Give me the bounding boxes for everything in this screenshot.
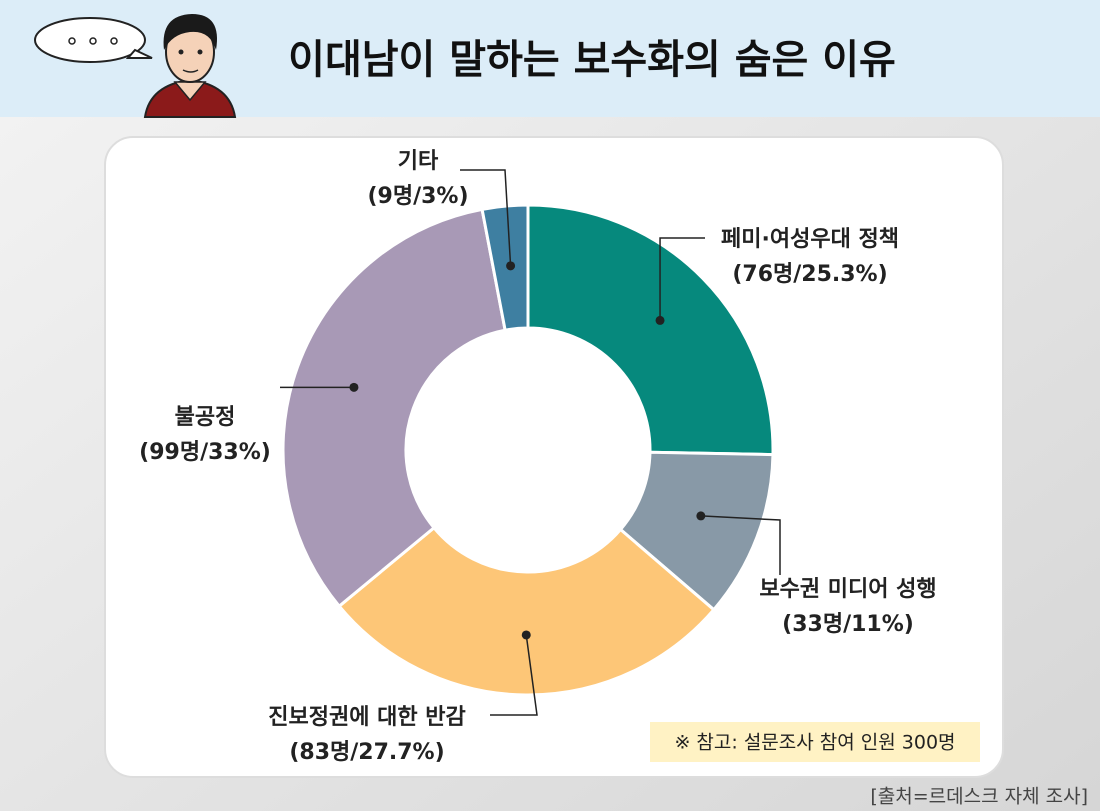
category-label: 진보정권에 대한 반감 <box>268 705 465 730</box>
note: ※ 참고: 설문조사 참여 인원 300명 <box>674 732 955 754</box>
source: [출처=르데스크 자체 조사] <box>870 786 1088 808</box>
value-label: (83명/27.7%) <box>289 740 444 765</box>
donut-segment <box>480 203 530 332</box>
category-label: 보수권 미디어 성행 <box>759 577 936 602</box>
category-label: 페미·여성우대 정책 <box>721 227 899 252</box>
leader-line <box>659 237 705 321</box>
value-label: (76명/25.3%) <box>732 262 887 287</box>
chart-title: 이대남이 말하는 보수화의 숨은 이유 <box>288 37 896 83</box>
donut-segment <box>281 207 507 609</box>
category-label: 불공정 <box>175 405 236 430</box>
leader-dot <box>696 511 706 521</box>
category-label: 기타 <box>398 149 439 174</box>
leader-dot <box>349 382 359 392</box>
donut-segment <box>337 525 716 697</box>
speech-bubble <box>34 17 153 63</box>
value-label: (33명/11%) <box>782 612 914 637</box>
donut-segment <box>526 203 775 457</box>
leader-dot <box>506 261 516 271</box>
value-label: (9명/3%) <box>367 184 468 209</box>
leader-line <box>460 169 512 266</box>
leader-dot <box>521 630 531 640</box>
character <box>143 14 237 118</box>
plot: 페미·여성우대 정책 (76명/25.3%) 보수권 미디어 성행 (33명/11%)… <box>136 146 939 768</box>
leader-line <box>490 634 538 716</box>
card <box>104 136 1004 778</box>
leader-dot <box>655 315 665 325</box>
leader-line <box>700 515 781 575</box>
note-box <box>650 722 980 762</box>
value-label: (99명/33%) <box>139 440 271 465</box>
